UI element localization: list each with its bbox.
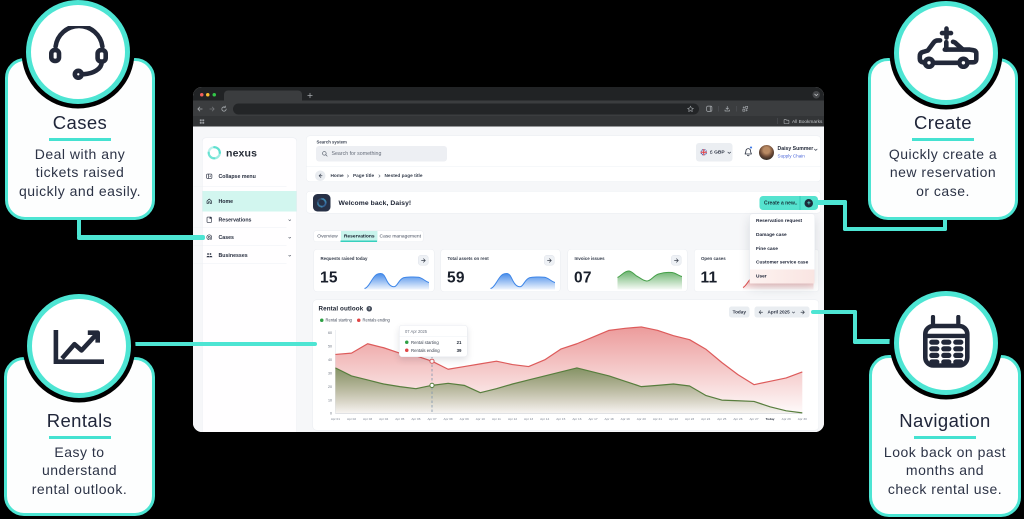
svg-text:Apr 01: Apr 01 — [331, 417, 340, 421]
svg-text:Apr 12: Apr 12 — [508, 417, 517, 421]
svg-text:Apr 02: Apr 02 — [347, 417, 356, 421]
svg-text:30: 30 — [328, 371, 332, 375]
svg-text:Apr 15: Apr 15 — [556, 417, 565, 421]
svg-text:Apr 06: Apr 06 — [411, 417, 420, 421]
svg-text:Apr 14: Apr 14 — [540, 417, 549, 421]
svg-text:Apr 07: Apr 07 — [427, 417, 436, 421]
svg-text:Apr 21: Apr 21 — [653, 417, 662, 421]
svg-text:Apr 23: Apr 23 — [685, 417, 694, 421]
svg-text:Apr 26: Apr 26 — [733, 417, 742, 421]
svg-text:Apr 17: Apr 17 — [588, 417, 597, 421]
svg-text:10: 10 — [328, 398, 332, 402]
svg-text:Apr 22: Apr 22 — [669, 417, 678, 421]
svg-text:Apr 30: Apr 30 — [798, 417, 807, 421]
svg-text:Apr 18: Apr 18 — [605, 417, 614, 421]
svg-text:Apr 20: Apr 20 — [637, 417, 646, 421]
svg-text:60: 60 — [328, 331, 332, 335]
svg-text:Apr 16: Apr 16 — [572, 417, 581, 421]
svg-text:Apr 11: Apr 11 — [492, 417, 501, 421]
svg-text:40: 40 — [328, 358, 332, 362]
svg-text:50: 50 — [328, 345, 332, 349]
svg-text:Apr 29: Apr 29 — [782, 417, 791, 421]
svg-text:Apr 19: Apr 19 — [621, 417, 630, 421]
svg-text:Apr 08: Apr 08 — [444, 417, 453, 421]
svg-text:Apr 04: Apr 04 — [379, 417, 388, 421]
svg-text:0: 0 — [330, 412, 332, 416]
svg-text:Apr 27: Apr 27 — [749, 417, 758, 421]
svg-text:Apr 05: Apr 05 — [395, 417, 404, 421]
svg-text:Apr 13: Apr 13 — [524, 417, 533, 421]
svg-text:Apr 03: Apr 03 — [363, 417, 372, 421]
svg-text:Apr 25: Apr 25 — [717, 417, 726, 421]
svg-text:Apr 09: Apr 09 — [460, 417, 469, 421]
svg-text:Apr 24: Apr 24 — [701, 417, 710, 421]
svg-text:Today: Today — [766, 417, 775, 421]
svg-text:Apr 10: Apr 10 — [476, 417, 485, 421]
svg-text:20: 20 — [328, 385, 332, 389]
